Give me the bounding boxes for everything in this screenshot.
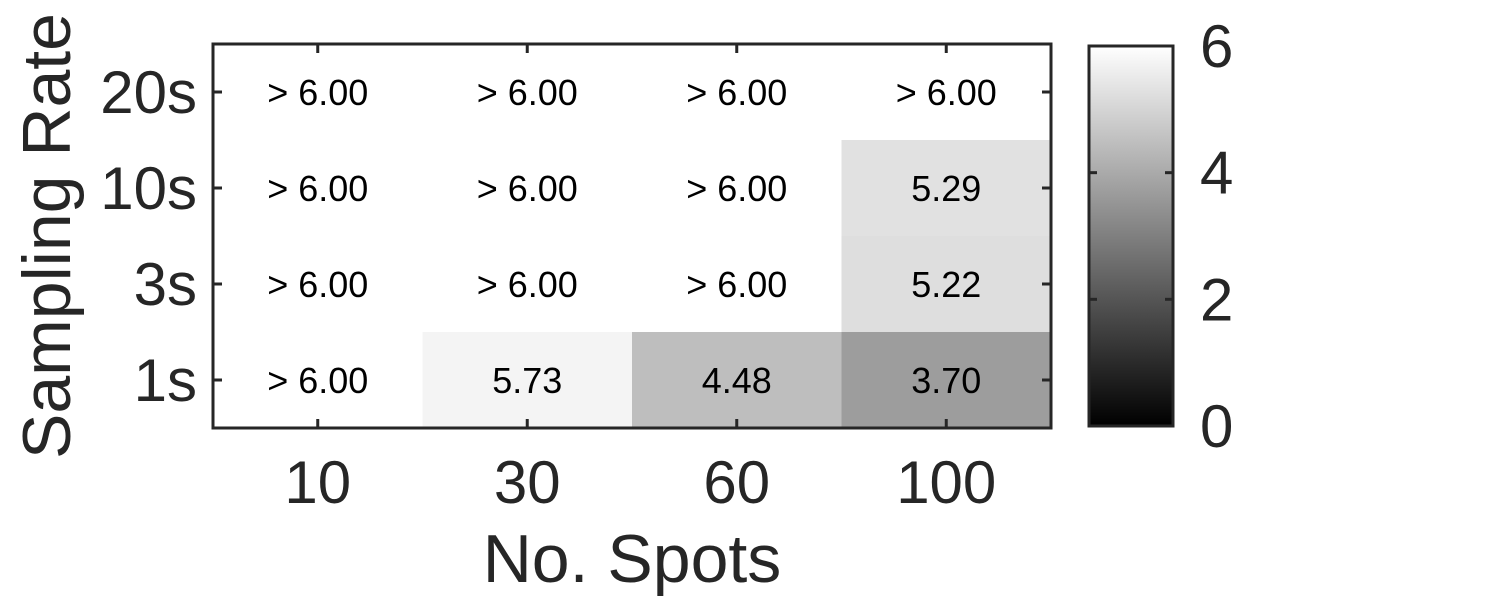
heatmap-cell — [841, 44, 1052, 141]
x-tick-label: 60 — [703, 449, 770, 516]
axis-ticks — [213, 44, 1051, 428]
cell-value-label: > 6.00 — [267, 360, 368, 401]
heatmap-cell — [422, 44, 633, 141]
x-tick-label: 10 — [284, 449, 351, 516]
cell-value-label: > 6.00 — [477, 168, 578, 209]
heatmap-cell — [422, 140, 633, 237]
cell-value-label: 4.48 — [702, 360, 772, 401]
heatmap-cells — [213, 44, 1052, 429]
x-tick-label: 30 — [494, 449, 561, 516]
cell-value-label: > 6.00 — [896, 72, 997, 113]
heatmap-cell — [422, 332, 633, 429]
y-tick-label: 20s — [100, 59, 197, 126]
colorbar-tick-label: 6 — [1200, 13, 1233, 80]
colorbar-tick-label: 2 — [1200, 266, 1233, 333]
x-tick-label: 100 — [896, 449, 996, 516]
y-axis-tick-labels: 20s 10s 3s 1s — [100, 59, 197, 414]
heatmap-cell — [213, 140, 423, 237]
cell-value-label: 3.70 — [911, 360, 981, 401]
plot-frame — [211, 42, 1053, 430]
cell-value-label: > 6.00 — [477, 264, 578, 305]
heatmap-cell — [632, 332, 842, 429]
heatmap-cell — [841, 140, 1052, 237]
heatmap-cell — [841, 236, 1052, 333]
cell-value-label: 5.73 — [492, 360, 562, 401]
heatmap-cell — [213, 236, 423, 333]
heatmap-cell — [213, 332, 423, 429]
y-tick-label: 1s — [134, 347, 197, 414]
cell-value-label: 5.22 — [911, 264, 981, 305]
cell-value-label: > 6.00 — [477, 72, 578, 113]
x-axis-tick-labels: 10 30 60 100 — [284, 449, 996, 516]
heatmap-cell — [841, 332, 1052, 429]
heatmap-cell — [632, 236, 842, 333]
y-tick-label: 10s — [100, 155, 197, 222]
heatmap-cell-labels: > 6.00 > 6.00 > 6.00 > 6.00 > 6.00 > 6.00 > 6.… — [267, 72, 997, 401]
colorbar-ticks — [1089, 44, 1173, 428]
colorbar-tick-label: 4 — [1200, 140, 1233, 207]
cell-value-label: > 6.00 — [686, 72, 787, 113]
heatmap-cell — [632, 44, 842, 141]
cell-value-label: > 6.00 — [267, 264, 368, 305]
cell-value-label: > 6.00 — [686, 264, 787, 305]
cell-value-label: > 6.00 — [267, 72, 368, 113]
heatmap-cell — [632, 140, 842, 237]
y-tick-label: 3s — [134, 251, 197, 318]
heatmap-cell — [422, 236, 633, 333]
cell-value-label: 5.29 — [911, 168, 981, 209]
cell-value-label: > 6.00 — [267, 168, 368, 209]
y-axis-title: Sampling Rate — [9, 13, 85, 459]
colorbar — [1087, 44, 1175, 428]
colorbar-tick-labels: 0 2 4 6 — [1200, 13, 1233, 460]
cell-value-label: > 6.00 — [686, 168, 787, 209]
x-axis-title: No. Spots — [483, 521, 782, 597]
heatmap-cell — [213, 44, 423, 141]
colorbar-tick-label: 0 — [1200, 393, 1233, 460]
